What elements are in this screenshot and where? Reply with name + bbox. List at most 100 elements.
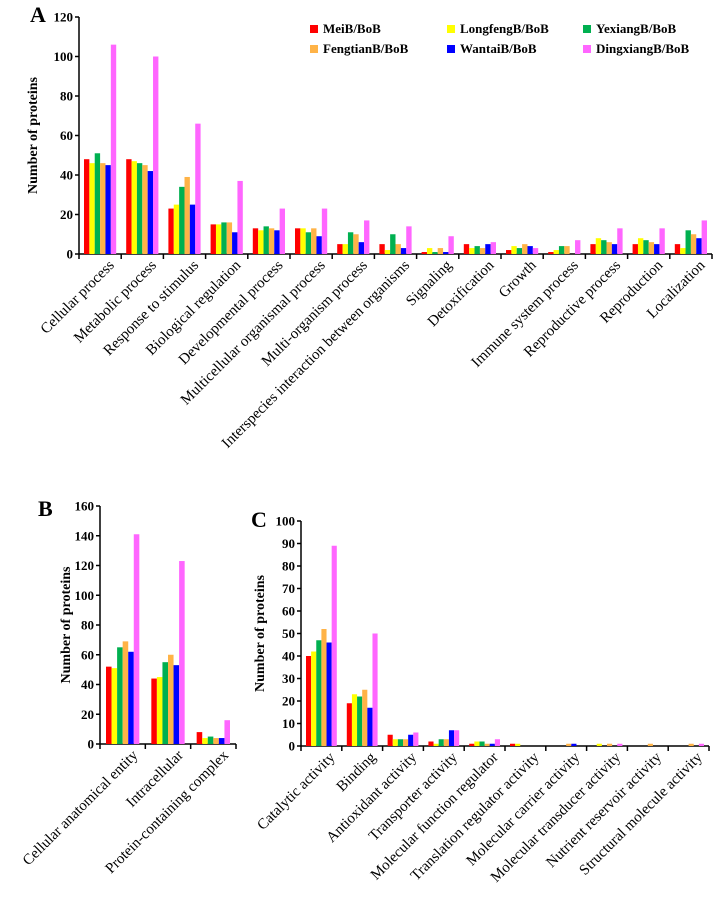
bar-wantaib-bob bbox=[654, 244, 660, 254]
bar-dingxiangb-bob bbox=[237, 180, 243, 254]
bar-wantaib-bob bbox=[443, 252, 449, 254]
y-tick-label: 20 bbox=[60, 207, 73, 222]
bar-dingxiangb-bob bbox=[133, 534, 140, 744]
bar-wantaib-bob bbox=[316, 236, 322, 254]
bar-wantaib-bob bbox=[128, 651, 134, 744]
bar-fengtianb-bob bbox=[564, 246, 570, 254]
y-axis-label: Number of proteins bbox=[253, 574, 268, 691]
bar-meib-bob bbox=[506, 250, 512, 254]
bar-wantaib-bob bbox=[189, 204, 196, 254]
bar-longfengb-bob bbox=[111, 668, 118, 744]
bar-fengtianb-bob bbox=[648, 242, 655, 254]
bar-wantaib-bob bbox=[489, 743, 495, 746]
bar-fengtianb-bob bbox=[479, 248, 486, 254]
bar-fengtianb-bob bbox=[168, 654, 174, 744]
bar-meib-bob bbox=[252, 228, 259, 254]
bar-dingxiangb-bob bbox=[406, 226, 412, 254]
bar-longfengb-bob bbox=[215, 224, 222, 254]
x-category-label: Catalytic activity bbox=[254, 749, 338, 833]
bar-yexiangb-bob bbox=[558, 246, 565, 254]
bar-dingxiangb-bob bbox=[617, 228, 623, 254]
bar-longfengb-bob bbox=[469, 248, 475, 254]
bar-meib-bob bbox=[469, 743, 475, 746]
bar-longfengb-bob bbox=[202, 738, 208, 744]
bar-longfengb-bob bbox=[300, 228, 306, 254]
bar-fengtianb-bob bbox=[362, 689, 368, 746]
bar-wantaib-bob bbox=[274, 230, 280, 254]
bar-longfengb-bob bbox=[351, 694, 358, 746]
bar-longfengb-bob bbox=[680, 248, 686, 254]
bar-meib-bob bbox=[428, 741, 434, 746]
legend: MeiB/BoB LongfengB/BoB YexiangB/BoB Fengtia… bbox=[310, 21, 690, 56]
bar-dingxiangb-bob bbox=[448, 236, 454, 254]
legend-swatch bbox=[583, 25, 591, 33]
bar-longfengb-bob bbox=[311, 651, 317, 746]
panel-letter: B bbox=[38, 496, 53, 521]
bar-fengtianb-bob bbox=[690, 234, 697, 254]
legend-label: LongfengB/BoB bbox=[460, 21, 549, 36]
bar-wantaib-bob bbox=[147, 171, 154, 254]
bar-longfengb-bob bbox=[392, 739, 398, 746]
y-tick-label: 40 bbox=[81, 677, 94, 692]
bar-fengtianb-bob bbox=[522, 244, 528, 254]
bar-meib-bob bbox=[337, 244, 343, 254]
bar-yexiangb-bob bbox=[643, 240, 649, 254]
bar-fengtianb-bob bbox=[226, 222, 233, 254]
bar-yexiangb-bob bbox=[305, 232, 312, 254]
bar-meib-bob bbox=[510, 743, 516, 746]
bar-yexiangb-bob bbox=[179, 186, 185, 254]
bar-yexiangb-bob bbox=[601, 240, 607, 254]
bar-longfengb-bob bbox=[384, 250, 391, 254]
bar-fengtianb-bob bbox=[443, 739, 449, 746]
bar-wantaib-bob bbox=[696, 238, 702, 254]
bar-meib-bob bbox=[106, 666, 112, 744]
legend-label: DingxiangB/BoB bbox=[596, 41, 690, 56]
y-tick-label: 50 bbox=[282, 626, 295, 641]
bar-fengtianb-bob bbox=[688, 743, 694, 746]
bar-fengtianb-bob bbox=[484, 743, 490, 746]
y-axis-label: Number of proteins bbox=[26, 76, 41, 193]
legend-label: YexiangB/BoB bbox=[596, 21, 677, 36]
y-tick-label: 10 bbox=[282, 716, 295, 731]
bar-meib-bob bbox=[387, 734, 393, 746]
y-tick-label: 100 bbox=[75, 588, 95, 603]
y-tick-label: 120 bbox=[75, 558, 95, 573]
bar-fengtianb-bob bbox=[213, 738, 219, 744]
bar-dingxiangb-bob bbox=[575, 240, 581, 254]
bar-dingxiangb-bob bbox=[195, 123, 201, 255]
bar-meib-bob bbox=[632, 244, 638, 254]
y-tick-label: 0 bbox=[88, 737, 95, 752]
bar-dingxiangb-bob bbox=[659, 228, 665, 254]
y-tick-label: 90 bbox=[282, 536, 295, 551]
bar-meib-bob bbox=[421, 252, 427, 254]
y-tick-label: 60 bbox=[81, 647, 94, 662]
y-tick-label: 60 bbox=[60, 128, 73, 143]
bar-dingxiangb-bob bbox=[279, 208, 285, 254]
panel-letter: A bbox=[30, 2, 46, 27]
bar-yexiangb-bob bbox=[207, 736, 214, 744]
legend-swatch bbox=[583, 45, 591, 53]
y-tick-label: 160 bbox=[75, 499, 95, 514]
bar-wantaib-bob bbox=[400, 248, 407, 254]
bar-meib-bob bbox=[548, 252, 554, 254]
bar-dingxiangb-bob bbox=[364, 220, 370, 254]
chart-panel-c: C 0 10 20 30 40 50 60 70 80 90 100 Number of protein… bbox=[251, 507, 710, 886]
bar-wantaib-bob bbox=[367, 707, 373, 746]
bar-dingxiangb-bob bbox=[494, 739, 500, 746]
legend-swatch bbox=[310, 25, 318, 33]
bar-yexiangb-bob bbox=[221, 222, 227, 254]
y-tick-label: 140 bbox=[75, 528, 95, 543]
y-tick-label: 120 bbox=[54, 10, 74, 25]
bar-yexiangb-bob bbox=[516, 248, 523, 254]
bar-fengtianb-bob bbox=[311, 228, 317, 254]
bar-meib-bob bbox=[196, 732, 203, 744]
bar-meib-bob bbox=[590, 244, 596, 254]
bar-dingxiangb-bob bbox=[153, 56, 159, 254]
bar-yexiangb-bob bbox=[397, 739, 403, 746]
bar-fengtianb-bob bbox=[142, 165, 148, 254]
bar-dingxiangb-bob bbox=[321, 208, 328, 254]
y-tick-label: 20 bbox=[282, 694, 295, 709]
bar-dingxiangb-bob bbox=[224, 720, 230, 744]
bar-wantaib-bob bbox=[527, 246, 533, 254]
y-tick-label: 80 bbox=[81, 618, 94, 633]
